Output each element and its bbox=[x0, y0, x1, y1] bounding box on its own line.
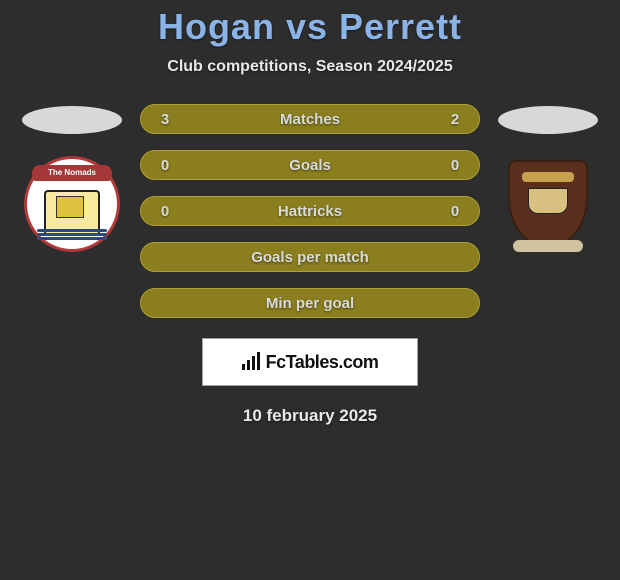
right-crest-shield bbox=[508, 160, 588, 248]
stat-left-value: 3 bbox=[155, 111, 175, 128]
comparison-row: The Nomads 3 Matches 2 0 Goals 0 bbox=[0, 104, 620, 318]
right-player-ellipse bbox=[498, 106, 598, 134]
left-club-crest: The Nomads bbox=[24, 156, 120, 252]
stat-label: Goals bbox=[289, 157, 331, 174]
left-player-ellipse bbox=[22, 106, 122, 134]
date-line: 10 february 2025 bbox=[0, 406, 620, 426]
stat-row-hattricks: 0 Hattricks 0 bbox=[140, 196, 480, 226]
stat-left-value: 0 bbox=[155, 203, 175, 220]
stats-column: 3 Matches 2 0 Goals 0 0 Hattricks 0 Goal… bbox=[140, 104, 480, 318]
subtitle: Club competitions, Season 2024/2025 bbox=[0, 58, 620, 76]
stat-left-value: 0 bbox=[155, 157, 175, 174]
stat-right-value: 0 bbox=[445, 203, 465, 220]
stat-row-goals: 0 Goals 0 bbox=[140, 150, 480, 180]
root: Hogan vs Perrett Club competitions, Seas… bbox=[0, 0, 620, 426]
ship-icon bbox=[528, 188, 568, 214]
scroll-icon bbox=[513, 240, 583, 252]
page-title: Hogan vs Perrett bbox=[0, 6, 620, 48]
stat-label: Matches bbox=[280, 111, 340, 128]
stat-row-goals-per-match: Goals per match bbox=[140, 242, 480, 272]
right-club-crest bbox=[500, 156, 596, 252]
branding-box[interactable]: FcTables.com bbox=[202, 338, 418, 386]
left-player-col: The Nomads bbox=[22, 104, 122, 252]
branding-text: FcTables.com bbox=[266, 352, 379, 373]
shield-band-icon bbox=[522, 172, 574, 182]
stat-row-min-per-goal: Min per goal bbox=[140, 288, 480, 318]
waves-icon bbox=[37, 229, 107, 241]
stat-label: Min per goal bbox=[266, 295, 354, 312]
stat-right-value: 0 bbox=[445, 157, 465, 174]
stat-label: Goals per match bbox=[251, 249, 369, 266]
left-crest-banner: The Nomads bbox=[32, 165, 112, 181]
stat-label: Hattricks bbox=[278, 203, 342, 220]
stat-row-matches: 3 Matches 2 bbox=[140, 104, 480, 134]
stat-right-value: 2 bbox=[445, 111, 465, 128]
ship-icon bbox=[56, 196, 84, 218]
right-player-col bbox=[498, 104, 598, 252]
bar-chart-icon bbox=[242, 354, 262, 370]
